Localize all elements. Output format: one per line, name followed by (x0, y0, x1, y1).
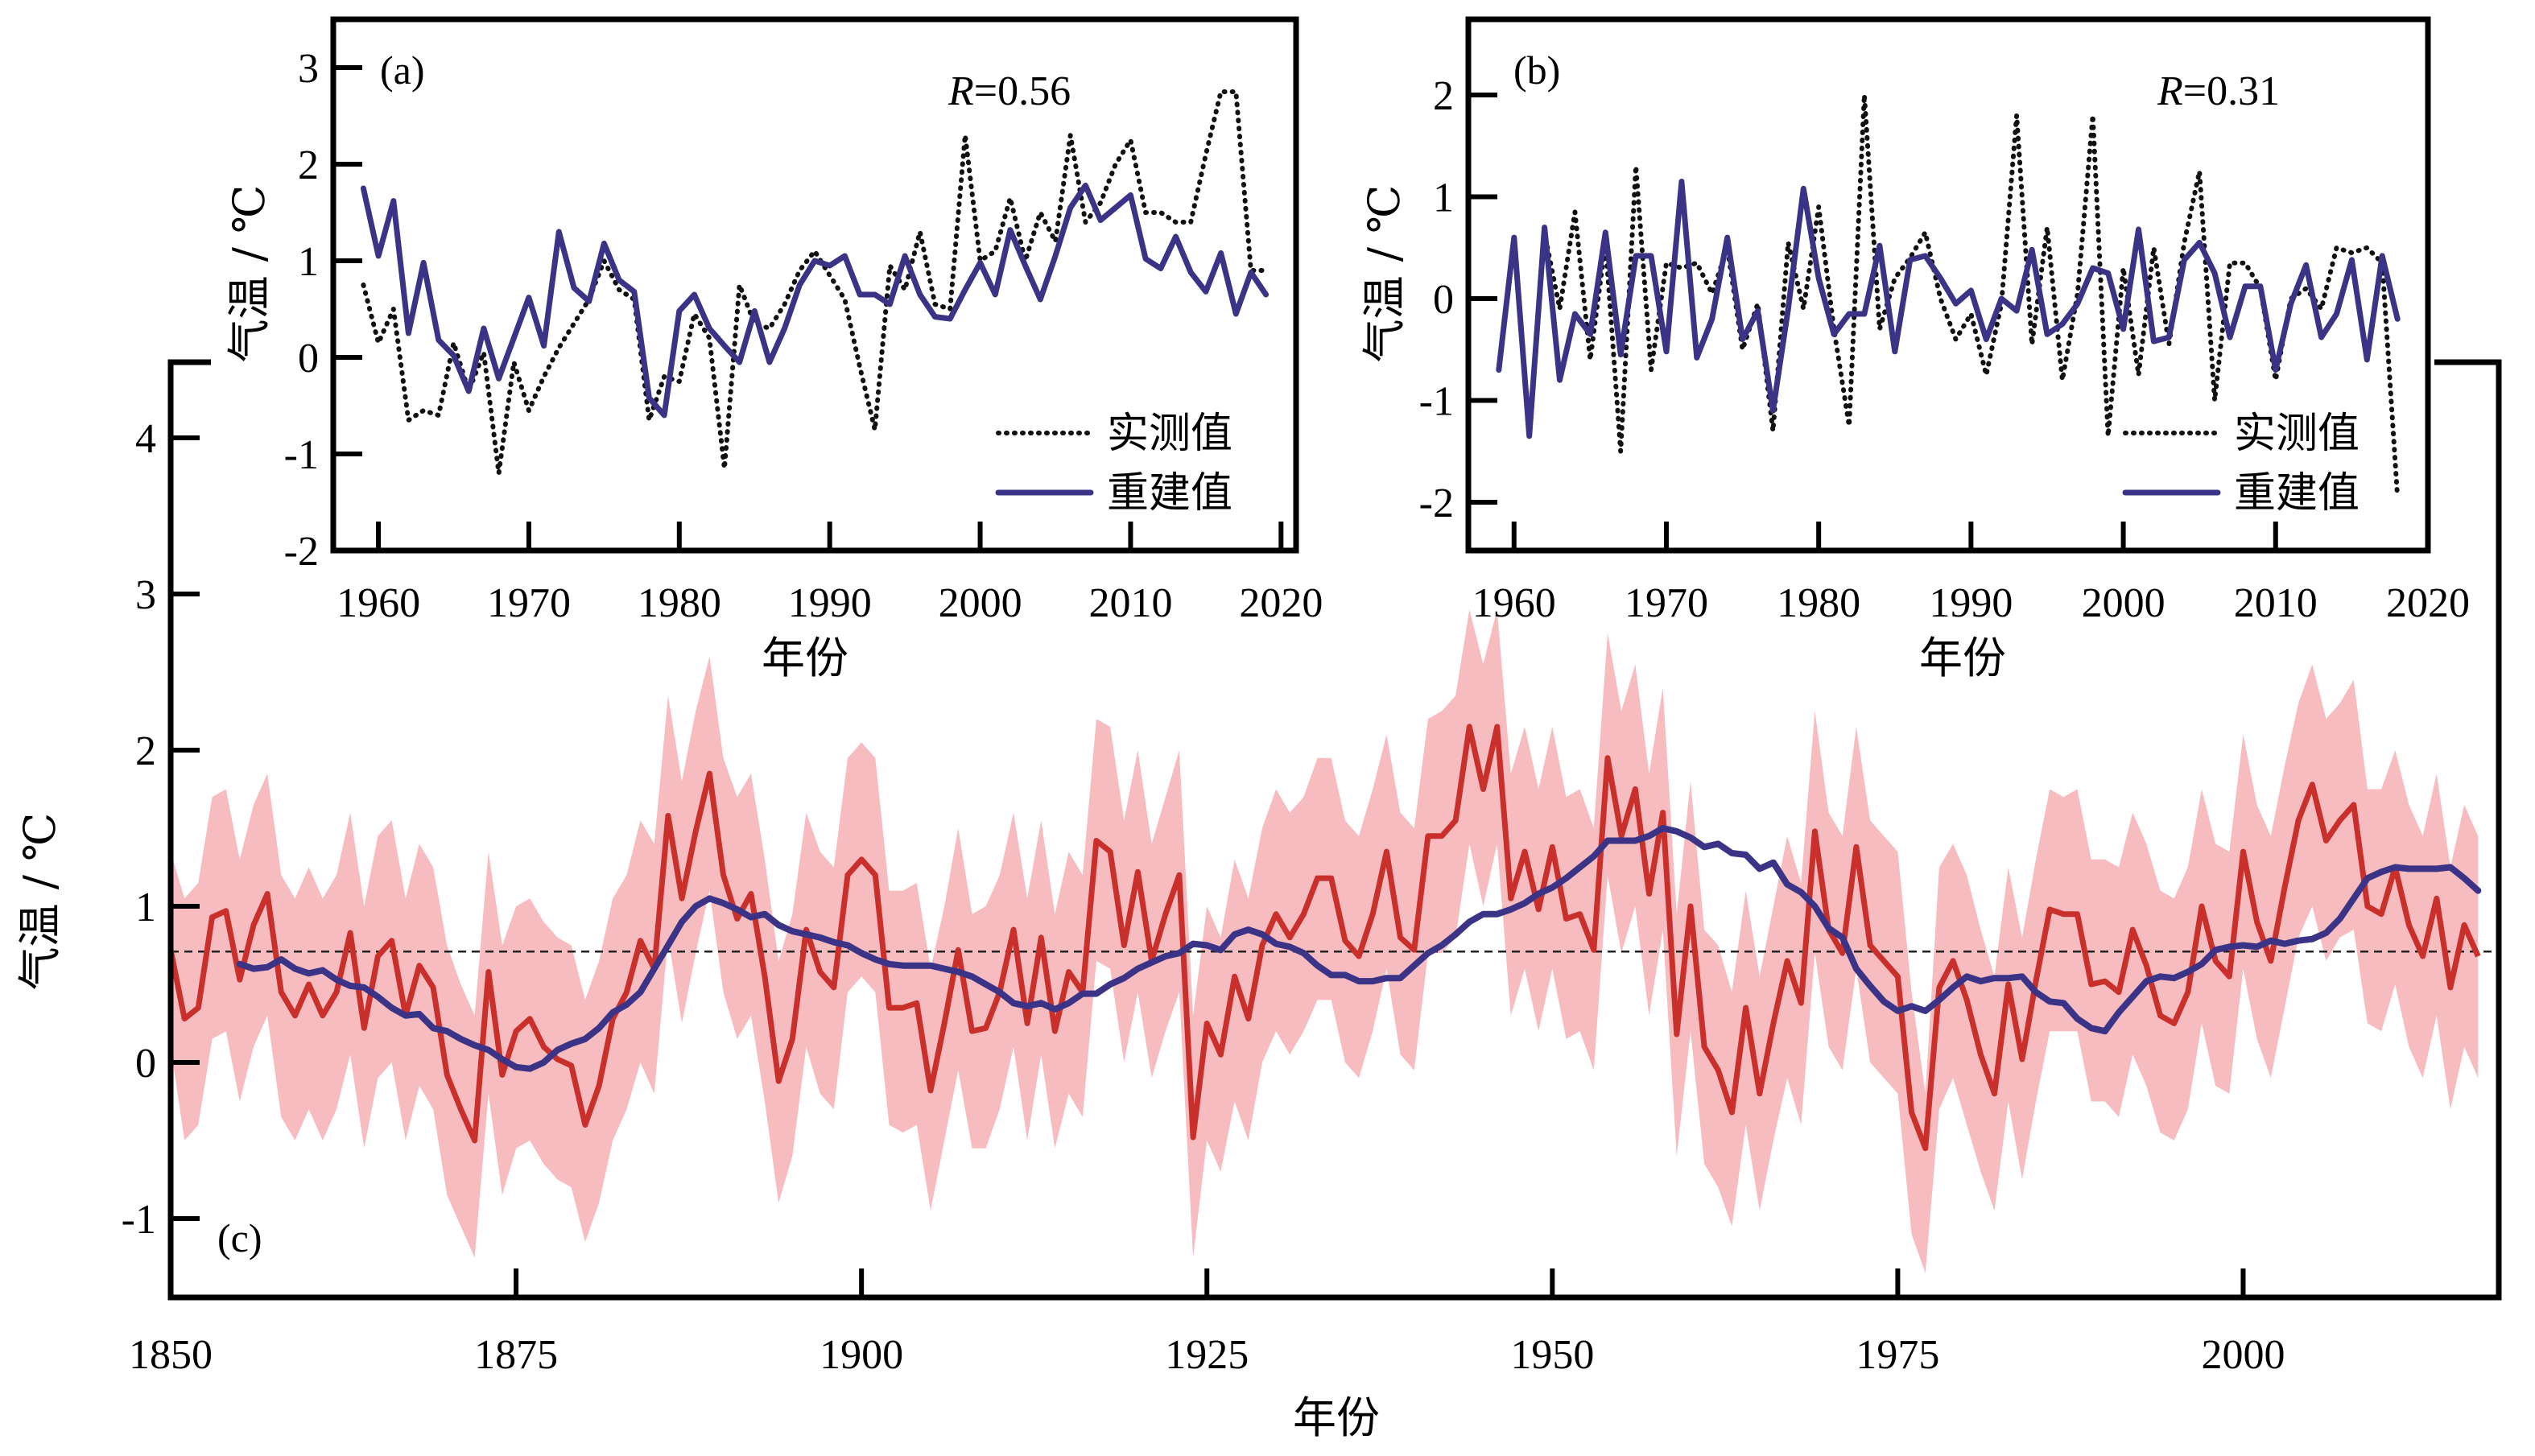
y-axis-title-b: 气温 / ℃ (1359, 185, 1410, 363)
y-tick-label: 2 (298, 142, 319, 188)
x-tick-label: 2020 (1239, 580, 1323, 626)
x-tick-label: 1980 (638, 580, 721, 626)
y-tick-label: 1 (1433, 175, 1454, 221)
panel-a: 1960 1970 1980 1990 2000 2010 2020 -2 -1 0 1 2 3 (a)… (224, 16, 1323, 683)
uncertainty-band (171, 609, 2479, 1273)
y-tick-label: -2 (1419, 481, 1454, 526)
x-tick-label: 1950 (1510, 1332, 1594, 1378)
panel-b-axes: 1960 1970 1980 1990 2000 2010 2020 -2 -1 0 1 2 (1419, 16, 2470, 626)
x-tick-label: 2000 (939, 580, 1022, 626)
observed-series-line (361, 89, 1269, 476)
y-tick-label: -1 (1419, 379, 1454, 425)
panel-a-axes: 1960 1970 1980 1990 2000 2010 2020 -2 -1 0 1 2 3 (284, 16, 1323, 626)
plot-frame (330, 16, 1299, 554)
r-value: =0.56 (974, 68, 1071, 114)
panel-a-background (333, 19, 1296, 551)
observed-series-line (1496, 93, 2401, 500)
x-axis-title-b: 年份 (1919, 633, 2006, 683)
y-tick-label: 0 (1433, 277, 1454, 323)
smoothed-reconstruction-line (236, 825, 2482, 1072)
x-tick-label: 2010 (2234, 580, 2318, 626)
x-tick-label: 1970 (487, 580, 571, 626)
panel-label-a: (a) (380, 47, 425, 93)
legend-label-observed: 实测值 (1107, 410, 1232, 458)
annual-reconstruction-line (167, 724, 2481, 1152)
y-tick-label: 0 (298, 336, 319, 382)
y-axis-title-a: 气温 / ℃ (224, 185, 275, 363)
panel-b-lines (1496, 93, 2401, 500)
correlation-annotation-b: R=0.31 (2157, 68, 2280, 114)
x-tick-label: 2020 (2386, 580, 2470, 626)
x-tick-label: 1925 (1165, 1332, 1249, 1378)
x-tick-label: 1970 (1625, 580, 1708, 626)
y-tick-label: 3 (298, 46, 319, 92)
plot-frame (1465, 16, 2431, 554)
x-tick-label: 2000 (2082, 580, 2165, 626)
y-tick-label: 3 (135, 572, 156, 618)
legend-b: 实测值 重建值 (2122, 410, 2360, 518)
panel-label-b: (b) (1513, 47, 1560, 93)
y-tick-label: 1 (298, 239, 319, 285)
reconstructed-series-line (360, 182, 1270, 419)
r-symbol: R (948, 68, 974, 114)
y-tick-label: 1 (135, 885, 156, 930)
legend-label-reconstructed: 重建值 (2234, 469, 2360, 518)
y-tick-label: -2 (284, 529, 319, 575)
x-tick-label: 2010 (1088, 580, 1172, 626)
y-tick-label: -1 (284, 432, 319, 478)
x-tick-label: 1900 (820, 1332, 903, 1378)
correlation-annotation-a: R=0.56 (948, 68, 1071, 114)
panel-label-c: (c) (217, 1215, 262, 1260)
plot-frame (167, 359, 2502, 1301)
x-tick-label: 1980 (1777, 580, 1860, 626)
y-axis-title-c: 气温 / ℃ (14, 813, 65, 991)
r-symbol: R (2157, 68, 2183, 114)
panel-a-lines (360, 89, 1270, 476)
legend-label-observed: 实测值 (2234, 410, 2360, 458)
x-tick-label: 2000 (2201, 1332, 2285, 1378)
x-tick-label: 1975 (1856, 1332, 1939, 1378)
y-tick-label: -1 (122, 1197, 156, 1243)
x-tick-label: 1990 (1929, 580, 2013, 626)
x-tick-label: 1960 (1472, 580, 1556, 626)
r-value: =0.31 (2183, 68, 2280, 114)
reconstructed-series-line (1496, 179, 2401, 439)
legend-a: 实测值 重建值 (995, 410, 1232, 518)
x-axis-title-a: 年份 (762, 633, 848, 683)
panel-c-axes: 1850 1875 1900 1925 1950 1975 2000 -1 0 1 2 3 4 (122, 359, 2502, 1378)
x-axis-title-c: 年份 (1293, 1392, 1380, 1443)
y-tick-label: 0 (135, 1041, 156, 1087)
uncertainty-band-group (171, 609, 2479, 1273)
x-tick-label: 1850 (129, 1332, 213, 1378)
x-tick-label: 1960 (336, 580, 420, 626)
x-tick-label: 1990 (788, 580, 872, 626)
x-tick-label: 1875 (474, 1332, 558, 1378)
legend-label-reconstructed: 重建值 (1107, 469, 1232, 518)
y-tick-label: 2 (135, 728, 156, 774)
y-tick-label: 2 (1433, 73, 1454, 119)
reconstruction-lines (167, 724, 2482, 1152)
y-tick-label: 4 (135, 416, 156, 462)
